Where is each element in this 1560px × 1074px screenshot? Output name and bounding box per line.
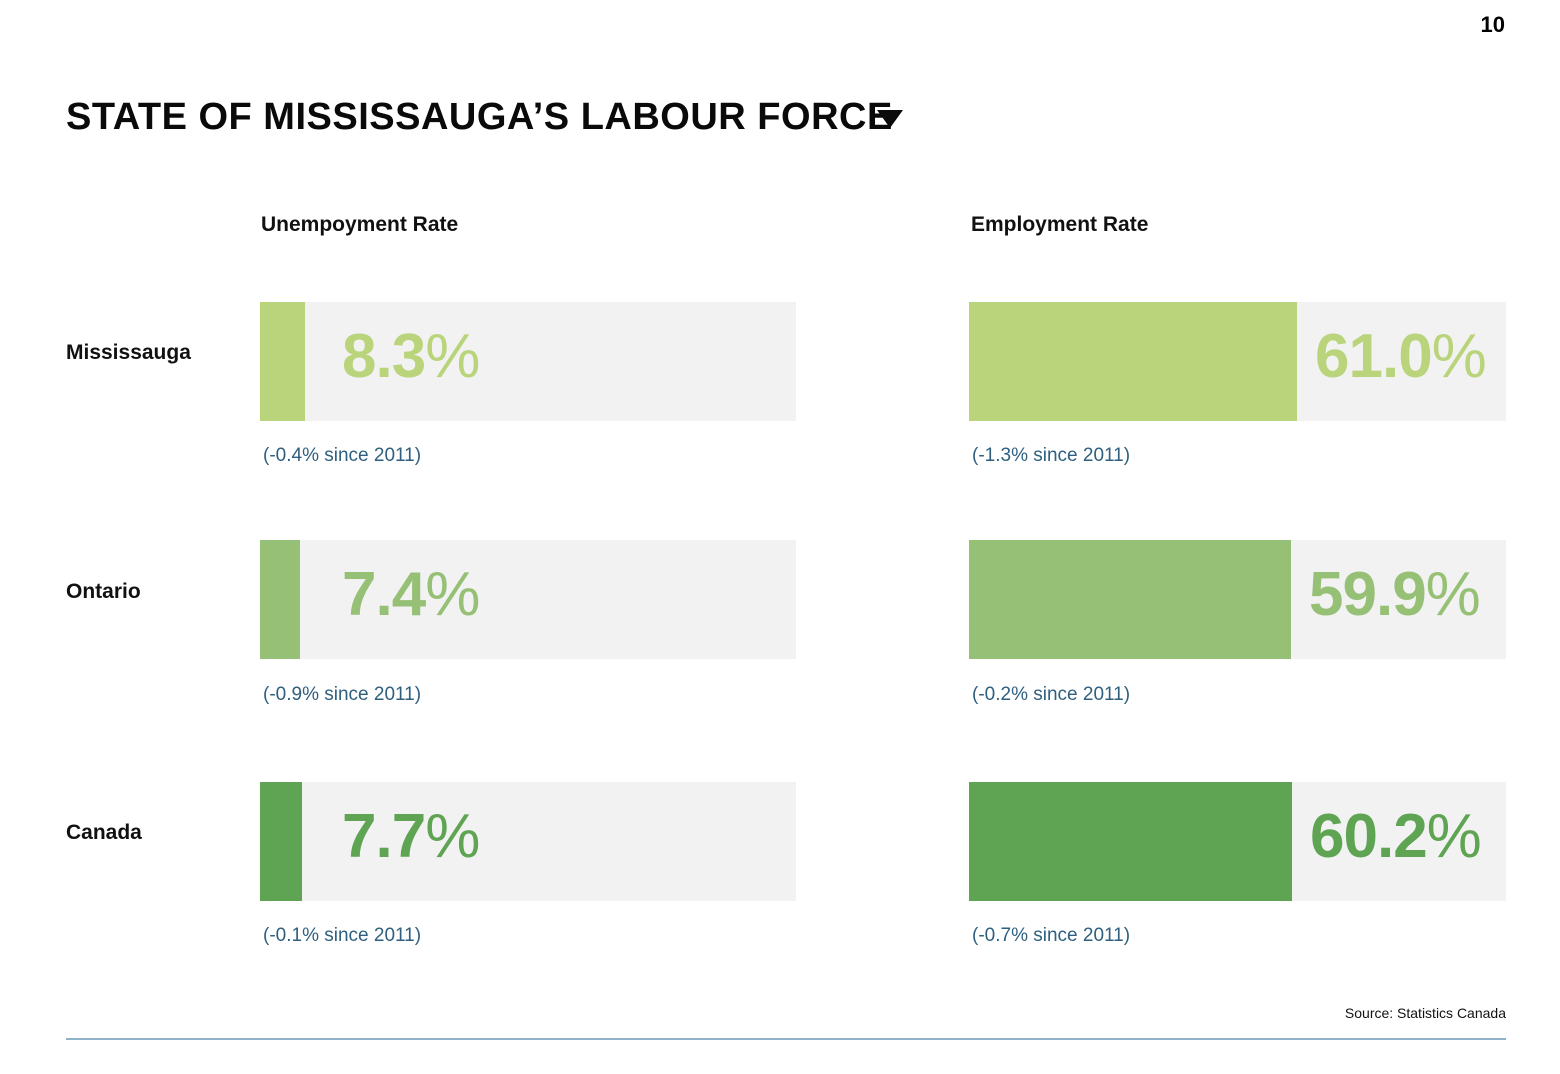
percent-sign: %	[1426, 802, 1482, 871]
unemployment-value-number: 8.3	[342, 322, 426, 391]
unemployment-change-note-canada: (-0.1% since 2011)	[263, 925, 422, 946]
row-label-mississauga: Mississauga	[66, 341, 191, 364]
unemployment-value-number: 7.7	[342, 802, 426, 871]
unemployment-change-note-ontario: (-0.9% since 2011)	[263, 684, 422, 705]
employment-value-label-mississauga: 61.0%	[1315, 326, 1487, 388]
employment-value-number: 61.0	[1315, 322, 1433, 391]
employment-value-number: 60.2	[1310, 802, 1428, 871]
unemployment-bar-track-canada: 7.7%	[260, 782, 796, 901]
unemployment-bar-ontario	[260, 540, 300, 659]
unemployment-bar-track-mississauga: 8.3%	[260, 302, 796, 421]
employment-change-note-ontario: (-0.2% since 2011)	[972, 684, 1131, 705]
triangle-down-icon	[877, 110, 903, 128]
employment-bar-track-ontario: 59.9%	[969, 540, 1506, 659]
unemployment-change-note-mississauga: (-0.4% since 2011)	[263, 445, 422, 466]
employment-value-label-ontario: 59.9%	[1309, 564, 1481, 626]
percent-sign: %	[425, 560, 480, 629]
unemployment-bar-canada	[260, 782, 302, 901]
percent-sign: %	[1431, 322, 1487, 391]
unemployment-bar-mississauga	[260, 302, 305, 421]
page-title: STATE OF MISSISSAUGA’S LABOUR FORCE	[66, 96, 893, 138]
row-label-canada: Canada	[66, 821, 142, 844]
employment-change-note-mississauga: (-1.3% since 2011)	[972, 445, 1131, 466]
unemployment-value-label-mississauga: 8.3%	[342, 326, 480, 388]
employment-bar-track-mississauga: 61.0%	[969, 302, 1506, 421]
employment-bar-mississauga	[969, 302, 1297, 421]
employment-bar-ontario	[969, 540, 1291, 659]
page-number: 10	[1480, 12, 1505, 37]
percent-sign: %	[425, 322, 480, 391]
unemployment-rate-header: Unempoyment Rate	[261, 213, 459, 236]
percent-sign: %	[425, 802, 480, 871]
percent-sign: %	[1425, 560, 1481, 629]
bottom-divider	[66, 1038, 1506, 1040]
employment-value-number: 59.9	[1309, 560, 1427, 629]
employment-value-label-canada: 60.2%	[1310, 806, 1482, 868]
unemployment-value-number: 7.4	[342, 560, 426, 629]
employment-bar-track-canada: 60.2%	[969, 782, 1506, 901]
unemployment-value-label-ontario: 7.4%	[342, 564, 480, 626]
unemployment-bar-track-ontario: 7.4%	[260, 540, 796, 659]
employment-bar-canada	[969, 782, 1292, 901]
source-note: Source: Statistics Canada	[1344, 1005, 1506, 1021]
employment-change-note-canada: (-0.7% since 2011)	[972, 925, 1131, 946]
unemployment-value-label-canada: 7.7%	[342, 806, 480, 868]
employment-rate-header: Employment Rate	[971, 213, 1149, 236]
row-label-ontario: Ontario	[66, 580, 141, 603]
